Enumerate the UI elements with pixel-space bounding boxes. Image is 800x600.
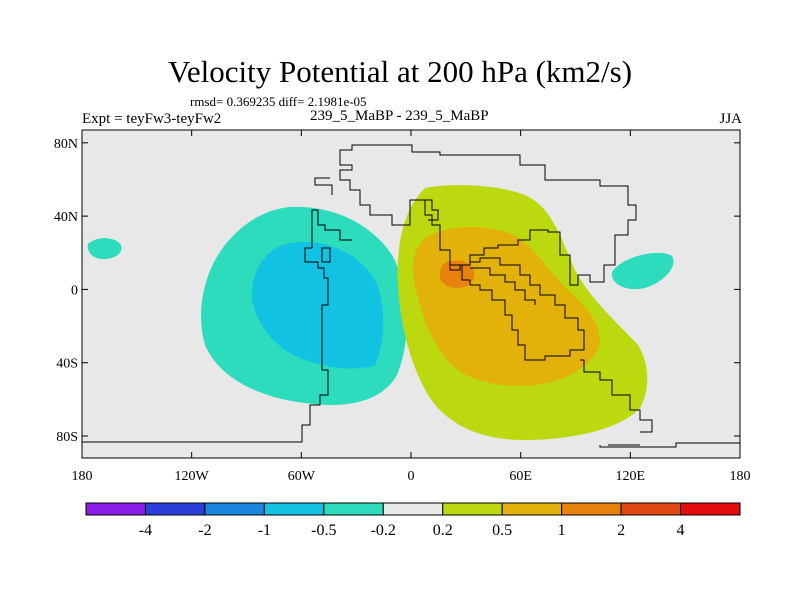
- contour-negative-inner: [251, 242, 384, 369]
- colorbar-swatch: [144, 502, 206, 516]
- lat-tick-label: 0: [71, 283, 78, 298]
- lon-tick-label: 0: [408, 469, 415, 484]
- chart-title: Velocity Potential at 200 hPa (km2/s): [167, 54, 633, 89]
- lon-tick-label: 60W: [288, 469, 316, 484]
- colorbar-label: 1: [558, 522, 566, 539]
- lon-tick-label: 180: [72, 469, 93, 484]
- experiment-label: Expt = teyFw3-teyFw2: [82, 111, 222, 127]
- colorbar-label: -4: [139, 522, 152, 539]
- colorbar-label: 2: [617, 522, 625, 539]
- stats-label: rmsd= 0.369235 diff= 2.1981e-05: [190, 94, 367, 109]
- colorbar-swatch: [561, 502, 622, 516]
- colorbar-label: -0.2: [371, 522, 396, 539]
- colorbar-swatch: [680, 502, 741, 516]
- colorbar-swatch: [442, 502, 503, 516]
- colorbar-swatch: [382, 502, 444, 516]
- colorbar-swatch: [85, 502, 146, 516]
- lat-tick-label: 80S: [56, 430, 78, 445]
- colorbar-label: 0.2: [433, 522, 453, 539]
- lat-tick-label: 80N: [54, 137, 78, 152]
- contour-negative-small-west: [87, 238, 122, 260]
- colorbar: -4 -2 -1 -0.5 -0.2 0.2 0.5 1 2 4: [85, 502, 741, 539]
- season-label: JJA: [719, 111, 742, 127]
- colorbar-swatch: [620, 502, 682, 516]
- contour-negative-small-east: [611, 252, 674, 290]
- colorbar-label: -0.5: [311, 522, 336, 539]
- colorbar-label: -1: [258, 522, 271, 539]
- colorbar-label: 4: [677, 522, 685, 539]
- lat-tick-label: 40N: [54, 210, 78, 225]
- lat-axis: 80N 40N 0 40S 80S: [54, 137, 740, 445]
- lat-tick-label: 40S: [56, 357, 78, 372]
- colorbar-swatch: [501, 502, 563, 516]
- lon-tick-label: 120W: [175, 469, 210, 484]
- lon-tick-label: 180: [730, 469, 751, 484]
- colorbar-swatch: [323, 502, 384, 516]
- colorbar-label: 0.5: [492, 522, 512, 539]
- colorbar-swatch: [263, 502, 325, 516]
- colorbar-label: -2: [198, 522, 211, 539]
- lon-tick-label: 60E: [509, 469, 532, 484]
- contour-positive-inner: [439, 260, 475, 288]
- coastlines: [82, 144, 740, 448]
- lon-axis: 180 120W 60W 0 60E 120E 180: [72, 130, 751, 484]
- colorbar-swatch: [204, 502, 265, 516]
- case-label: 239_5_MaBP - 239_5_MaBP: [310, 108, 489, 124]
- lon-tick-label: 120E: [616, 469, 646, 484]
